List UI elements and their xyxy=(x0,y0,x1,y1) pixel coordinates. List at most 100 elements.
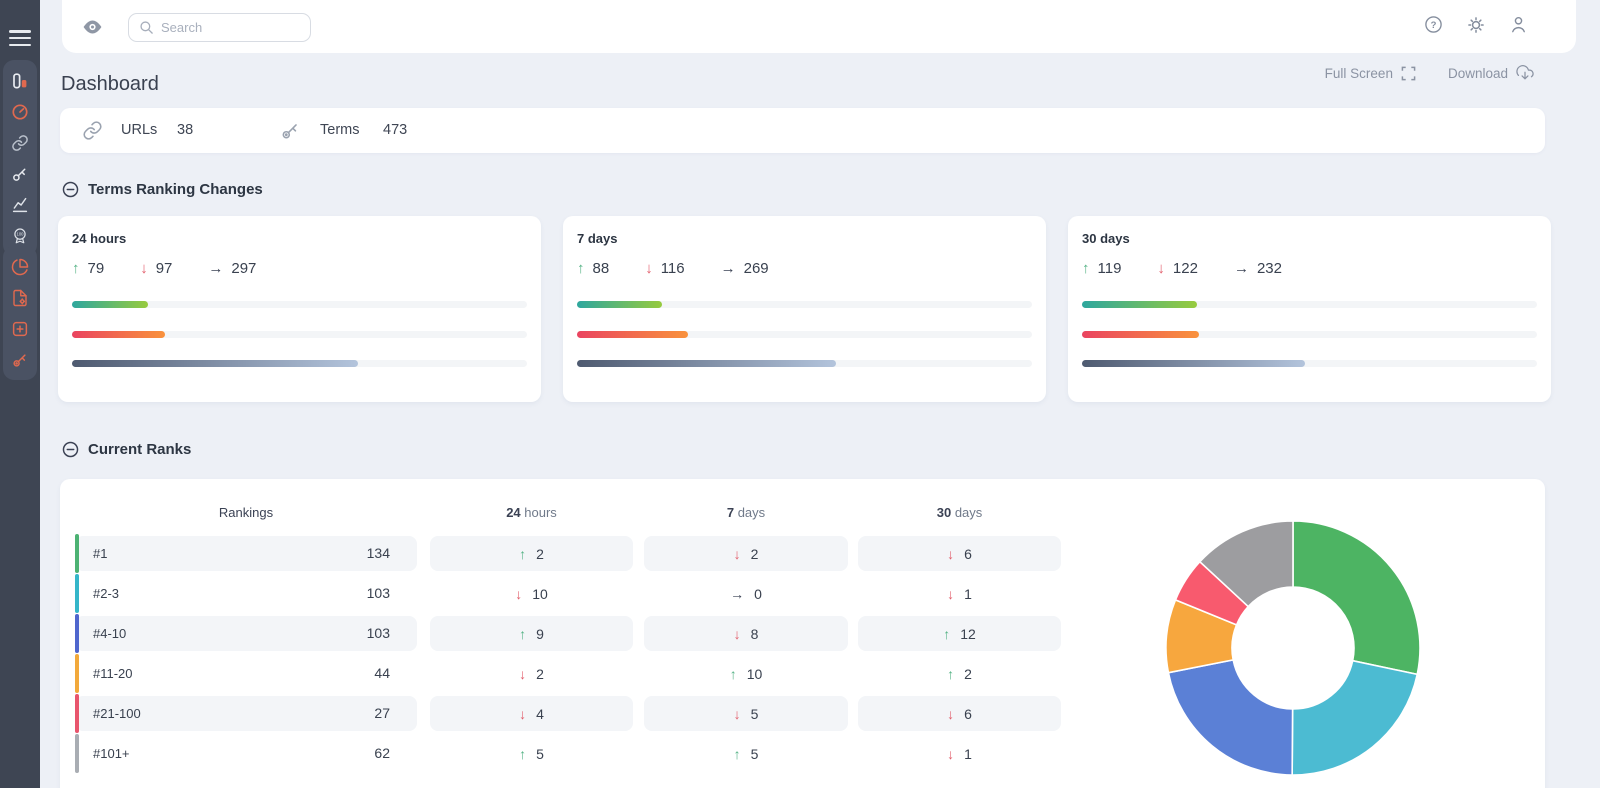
column-header: 30 days xyxy=(936,505,983,520)
arrow-up-icon: ↑ xyxy=(519,745,527,762)
progress-up-track xyxy=(72,301,527,308)
table-row: #4-10 103 ↑ 9 ↓ 8 ↑ 12 xyxy=(75,614,1075,653)
rank-count: 27 xyxy=(374,705,390,721)
sidebar-nav-secondary xyxy=(3,246,37,380)
rank-color-bar xyxy=(75,654,79,693)
donut-segment-#2-3 xyxy=(1291,659,1419,776)
change-cell: ↓ 1 xyxy=(947,745,972,762)
column-header: Rankings xyxy=(218,505,274,520)
download-button[interactable]: Download xyxy=(1448,65,1534,81)
arrow-down-icon: ↓ xyxy=(947,705,955,722)
sidebar-item-analytics[interactable] xyxy=(3,189,37,220)
period-label: 30 days xyxy=(1082,231,1130,246)
progress-same-bar xyxy=(1082,360,1305,367)
menu-icon[interactable] xyxy=(9,30,31,47)
user-icon[interactable] xyxy=(1509,15,1528,39)
period-label: 7 days xyxy=(577,231,618,246)
change-cell: ↓ 5 xyxy=(644,696,848,731)
ranks-table-body: #1 134 ↑ 2 ↓ 2 ↓ 6 #2-3 103 ↓ 10 → 0 ↓ 1 #4-10… xyxy=(75,534,1075,776)
sidebar-item-access[interactable] xyxy=(3,344,37,375)
period-stats: ↑ 119 ↓ 122 → 232 xyxy=(1082,260,1282,277)
sidebar-item-report-file[interactable] xyxy=(3,282,37,313)
rank-label: #1 xyxy=(93,546,108,561)
arrow-up-icon: ↑ xyxy=(943,625,951,642)
svg-text:?: ? xyxy=(1431,20,1437,31)
change-cell: ↓ 10 xyxy=(515,585,548,602)
summary-bar: URLs 38 Terms 473 xyxy=(60,108,1545,153)
change-cell: ↓ 8 xyxy=(644,616,848,651)
terms-value: 473 xyxy=(383,122,408,138)
collapse-icon[interactable] xyxy=(62,181,79,198)
change-cell: ↓ 6 xyxy=(858,696,1061,731)
sidebar-item-links[interactable] xyxy=(3,127,37,158)
progress-down-track xyxy=(72,331,527,338)
ranking-changes-cards: 24 hours ↑ 79 ↓ 97 → 297 7 days ↑ 88 ↓ 116 → 2… xyxy=(58,216,1551,402)
progress-down-bar xyxy=(577,331,689,338)
same-stat: → 232 xyxy=(1233,260,1282,277)
search-box xyxy=(128,13,311,42)
sidebar-item-reports-pie[interactable] xyxy=(3,251,37,282)
help-icon[interactable]: ? xyxy=(1424,15,1443,39)
rank-label: #2-3 xyxy=(93,586,120,601)
down-stat: ↓ 122 xyxy=(1157,260,1198,277)
change-cell: ↓ 6 xyxy=(858,536,1061,571)
progress-down-bar xyxy=(72,331,166,338)
rank-color-bar xyxy=(75,574,79,613)
arrow-down-icon: ↓ xyxy=(733,545,741,562)
change-cell: ↑ 2 xyxy=(430,536,633,571)
change-cell: ↓ 2 xyxy=(644,536,848,571)
arrow-down-icon: ↓ xyxy=(947,585,955,602)
collapse-icon[interactable] xyxy=(62,441,79,458)
progress-up-bar xyxy=(72,301,148,308)
search-input[interactable] xyxy=(159,15,308,40)
ranks-donut-chart xyxy=(1165,520,1421,776)
up-stat: ↑ 88 xyxy=(577,260,610,277)
page-title: Dashboard xyxy=(61,73,159,96)
arrow-up-icon: ↑ xyxy=(733,745,741,762)
rank-cell[interactable]: #2-3 103 xyxy=(75,574,417,613)
ranking-change-card: 30 days ↑ 119 ↓ 122 → 232 xyxy=(1068,216,1551,402)
change-cell: ↓ 2 xyxy=(519,665,544,682)
arrow-right-icon: → xyxy=(1233,260,1249,277)
progress-same-track xyxy=(577,360,1032,367)
change-cell: → 0 xyxy=(730,585,762,602)
rank-color-bar xyxy=(75,734,79,773)
change-cell: ↑ 12 xyxy=(858,616,1061,651)
same-stat: → 269 xyxy=(720,260,769,277)
change-cell: ↓ 4 xyxy=(430,696,633,731)
table-row: #1 134 ↑ 2 ↓ 2 ↓ 6 xyxy=(75,534,1075,573)
sidebar-item-score[interactable]: 100 xyxy=(3,220,37,251)
period-stats: ↑ 88 ↓ 116 → 269 xyxy=(577,260,769,277)
sidebar-item-keywords[interactable] xyxy=(3,158,37,189)
donut-segment-#1 xyxy=(1292,520,1421,676)
progress-up-bar xyxy=(577,301,662,308)
rank-cell[interactable]: #11-20 44 xyxy=(75,654,417,693)
rank-color-bar xyxy=(75,534,79,573)
rank-color-bar xyxy=(75,614,79,653)
rank-cell[interactable]: #4-10 103 xyxy=(75,614,417,653)
urls-value: 38 xyxy=(177,122,194,138)
sidebar-item-dashboard[interactable] xyxy=(3,65,37,96)
progress-same-bar xyxy=(577,360,836,367)
progress-same-track xyxy=(1082,360,1537,367)
sidebar-item-gauge[interactable] xyxy=(3,96,37,127)
down-stat: ↓ 116 xyxy=(645,260,685,277)
gear-icon[interactable] xyxy=(1466,15,1486,40)
arrow-up-icon: ↑ xyxy=(519,625,527,642)
arrow-down-icon: ↓ xyxy=(947,545,955,562)
rank-cell[interactable]: #21-100 27 xyxy=(75,694,417,733)
sidebar-item-add[interactable] xyxy=(3,313,37,344)
current-ranks-section-header: Current Ranks xyxy=(62,441,191,458)
eye-icon[interactable] xyxy=(82,20,103,39)
rank-count: 103 xyxy=(366,585,390,601)
progress-down-track xyxy=(1082,331,1537,338)
ranking-change-card: 24 hours ↑ 79 ↓ 97 → 297 xyxy=(58,216,541,402)
change-cell: ↑ 5 xyxy=(733,745,759,762)
rank-cell[interactable]: #101+ 62 xyxy=(75,734,417,773)
arrow-up-icon: ↑ xyxy=(577,260,585,277)
rank-cell[interactable]: #1 134 xyxy=(75,534,417,573)
full-screen-button[interactable]: Full Screen xyxy=(1325,65,1416,81)
up-stat: ↑ 79 xyxy=(72,260,105,277)
arrow-right-icon: → xyxy=(730,585,745,602)
progress-down-bar xyxy=(1082,331,1200,338)
